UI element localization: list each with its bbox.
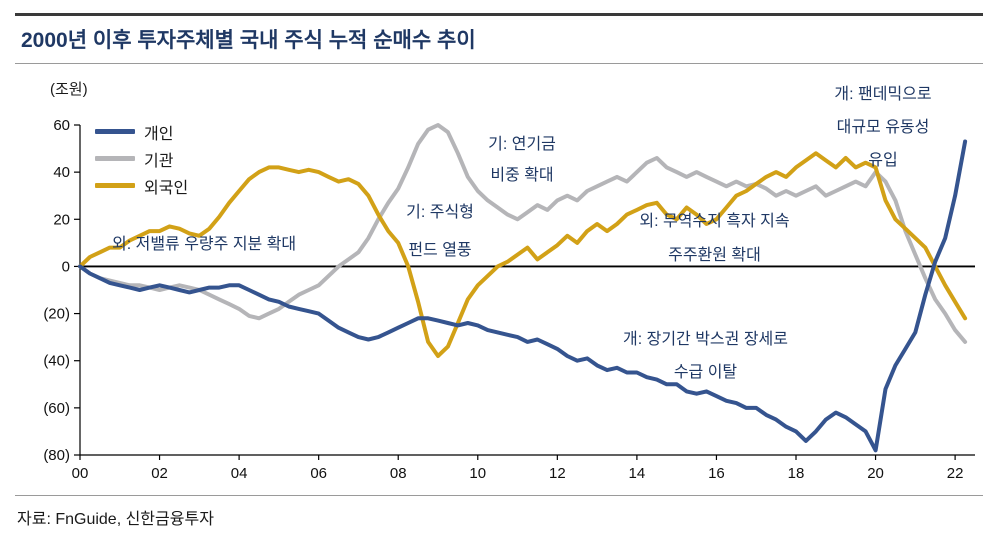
- source-label: 자료: FnGuide, 신한금융투자: [17, 511, 214, 528]
- series-line-institution: [78, 123, 968, 344]
- x-tick-label: 08: [390, 465, 407, 482]
- legend-label-foreigner: 외국인: [144, 179, 189, 197]
- annotation-line: 유입: [868, 152, 898, 169]
- annotation-individual-box-range: 개: 장기간 박스권 장세로 수급 이탈: [598, 323, 813, 389]
- annotation-foreign-value-stocks: 외: 저밸류 우량주 지분 확대: [112, 230, 296, 260]
- y-tick-label: 0: [62, 258, 70, 275]
- x-tick-label: 06: [310, 465, 327, 482]
- annotation-institution-pension: 기: 연기금 비중 확대: [462, 129, 582, 191]
- chart-legend: 개인 기관 외국인: [95, 118, 188, 199]
- y-tick-label: 20: [53, 211, 70, 228]
- y-tick-label: (40): [43, 353, 70, 370]
- x-tick-label: 00: [72, 465, 89, 482]
- y-tick-label: 40: [53, 164, 70, 181]
- y-tick-label: (20): [43, 306, 70, 323]
- legend-swatch-institution: [95, 156, 135, 161]
- legend-label-institution: 기관: [144, 152, 174, 170]
- title-bar: 2000년 이후 투자주체별 국내 주식 누적 순매수 추이: [15, 13, 983, 64]
- y-axis-unit-label: (조원): [50, 81, 88, 98]
- annotation-line: 대규모 유동성: [836, 119, 930, 136]
- y-tick-label: (60): [43, 400, 70, 417]
- annotation-individual-pandemic: 개: 팬데믹으로 대규모 유동성 유입: [793, 78, 973, 177]
- legend-swatch-foreigner: [95, 183, 135, 188]
- annotation-line: 펀드 열풍: [408, 242, 472, 259]
- source-note: 자료: FnGuide, 신한금융투자: [15, 495, 983, 531]
- annotation-line: 외: 무역수지 흑자 지속: [639, 213, 790, 230]
- legend-item-foreigner: 외국인: [95, 172, 188, 199]
- x-tick-label: 12: [549, 465, 566, 482]
- x-tick-label: 18: [788, 465, 805, 482]
- annotation-foreign-trade-surplus: 외: 무역수지 흑자 지속 주주환원 확대: [612, 205, 817, 273]
- x-tick-label: 22: [947, 465, 964, 482]
- x-tick-label: 04: [231, 465, 248, 482]
- legend-item-individual: 개인: [95, 118, 188, 145]
- series-line-foreigner: [78, 151, 968, 358]
- x-tick-label: 14: [629, 465, 646, 482]
- page-title: 2000년 이후 투자주체별 국내 주식 누적 순매수 추이: [21, 29, 476, 52]
- annotation-line: 기: 연기금: [488, 136, 556, 153]
- y-tick-label: 60: [53, 117, 70, 134]
- annotation-line: 개: 장기간 박스권 장세로: [623, 331, 788, 348]
- annotation-line: 기: 주식형: [406, 204, 474, 221]
- annotation-line: 개: 팬데믹으로: [834, 86, 932, 103]
- annotation-line: 비중 확대: [490, 167, 554, 184]
- legend-label-individual: 개인: [144, 125, 174, 143]
- x-tick-label: 16: [708, 465, 725, 482]
- annotation-line: 외: 저밸류 우량주 지분 확대: [112, 236, 297, 253]
- x-tick-label: 10: [469, 465, 486, 482]
- x-tick-label: 02: [151, 465, 168, 482]
- annotation-institution-fund-boom: 기: 주식형 펀드 열풍: [375, 194, 505, 270]
- annotation-line: 주주환원 확대: [668, 247, 761, 264]
- legend-item-institution: 기관: [95, 145, 188, 172]
- y-tick-label: (80): [43, 447, 70, 464]
- x-tick-label: 20: [867, 465, 884, 482]
- annotation-line: 수급 이탈: [673, 364, 738, 381]
- legend-swatch-individual: [95, 129, 135, 134]
- series-line-individual: [78, 139, 968, 453]
- axes: 60 40 20 0 (20) (40) (60) (80)00 02 04 06 08 10 12 14 1…: [43, 117, 975, 482]
